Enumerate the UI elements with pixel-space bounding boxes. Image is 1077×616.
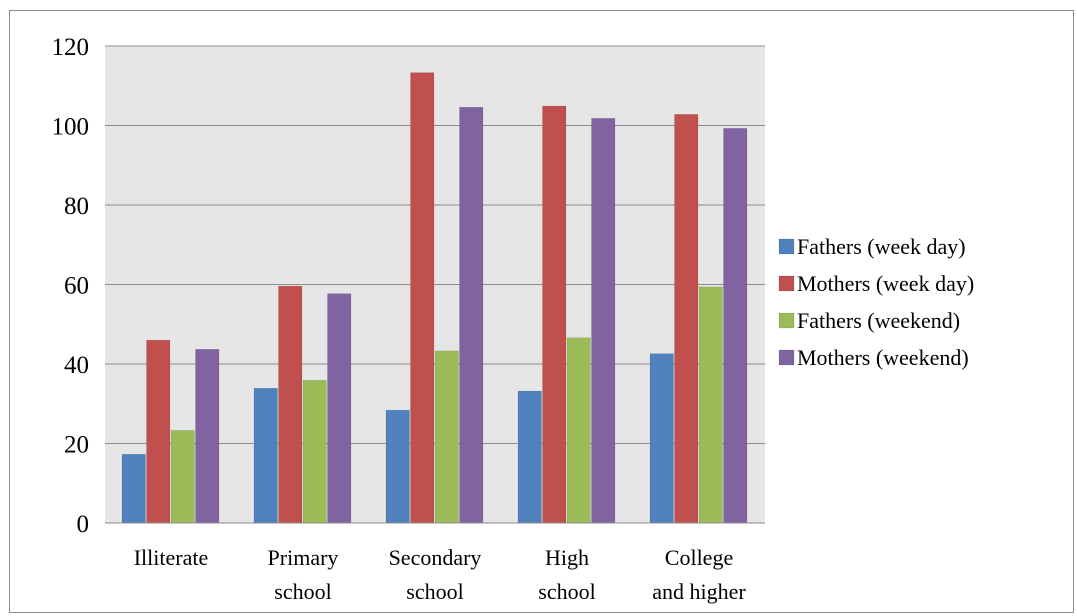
bar-fathers-weekend bbox=[566, 337, 591, 524]
legend-swatch bbox=[778, 275, 795, 292]
bar-mothers-week-day bbox=[674, 114, 699, 524]
x-category-label: school bbox=[406, 579, 463, 604]
legend-label: Fathers (weekend) bbox=[797, 308, 960, 333]
y-tick-label: 40 bbox=[64, 352, 89, 379]
y-tick-label: 120 bbox=[52, 34, 90, 61]
bar-mothers-week-day bbox=[542, 105, 567, 524]
x-category-label: College bbox=[665, 545, 733, 570]
legend-label: Mothers (weekend) bbox=[797, 345, 969, 370]
x-axis-labels: Illiterate Primary school Secondary school Hi… bbox=[134, 545, 747, 604]
legend-swatch bbox=[778, 349, 795, 366]
bar-fathers-week-day bbox=[385, 409, 410, 524]
x-category-label: school bbox=[538, 579, 595, 604]
x-category-label: and higher bbox=[652, 579, 746, 604]
legend-swatch bbox=[778, 238, 795, 255]
legend-label: Mothers (week day) bbox=[797, 271, 974, 296]
y-tick-label: 80 bbox=[64, 193, 89, 220]
bar-mothers-weekend bbox=[195, 349, 220, 524]
bar-fathers-weekend bbox=[302, 380, 327, 524]
bar-fathers-week-day bbox=[517, 390, 542, 524]
x-category-label: Illiterate bbox=[134, 545, 209, 570]
legend: Fathers (week day) Mothers (week day) Fath… bbox=[778, 234, 974, 370]
x-category-label: Secondary bbox=[389, 545, 482, 570]
bar-mothers-weekend bbox=[723, 128, 748, 524]
legend-label: Fathers (week day) bbox=[797, 234, 966, 259]
bar-mothers-week-day bbox=[146, 339, 171, 524]
y-tick-label: 60 bbox=[64, 273, 89, 300]
y-axis-ticks: 0 20 40 60 80 100 120 bbox=[52, 34, 90, 538]
y-tick-label: 100 bbox=[52, 114, 90, 141]
x-category-label: Primary bbox=[268, 545, 339, 570]
bar-fathers-week-day bbox=[253, 387, 278, 524]
bar-mothers-weekend bbox=[459, 106, 484, 524]
bar-mothers-weekend bbox=[327, 293, 352, 524]
y-tick-label: 0 bbox=[77, 511, 90, 538]
bars bbox=[121, 72, 748, 524]
x-category-label: High bbox=[545, 545, 589, 570]
bar-fathers-week-day bbox=[121, 453, 146, 524]
legend-swatch bbox=[778, 312, 795, 329]
bar-mothers-weekend bbox=[591, 118, 616, 524]
bar-fathers-week-day bbox=[649, 353, 674, 524]
bar-mothers-week-day bbox=[410, 72, 435, 524]
bar-mothers-week-day bbox=[278, 285, 303, 524]
bar-fathers-weekend bbox=[170, 430, 195, 524]
bar-fathers-weekend bbox=[434, 350, 459, 524]
bar-fathers-weekend bbox=[698, 286, 723, 524]
y-tick-label: 20 bbox=[64, 432, 89, 459]
x-category-label: school bbox=[274, 579, 331, 604]
